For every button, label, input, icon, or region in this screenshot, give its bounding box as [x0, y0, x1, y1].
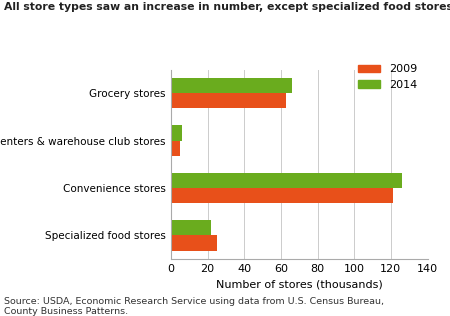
Bar: [171, 78, 292, 93]
Text: All store types saw an increase in number, except specialized food stores: All store types saw an increase in numbe…: [4, 2, 450, 12]
Text: Source: USDA, Economic Research Service using data from U.S. Census Bureau,
Coun: Source: USDA, Economic Research Service …: [4, 297, 384, 316]
Bar: [171, 141, 180, 156]
Bar: [171, 188, 393, 203]
Bar: [171, 235, 217, 251]
X-axis label: Number of stores (thousands): Number of stores (thousands): [216, 280, 382, 289]
Bar: [171, 93, 287, 108]
Bar: [171, 220, 212, 235]
Legend: 2009, 2014: 2009, 2014: [354, 60, 422, 94]
Bar: [171, 173, 402, 188]
Bar: [171, 125, 182, 141]
